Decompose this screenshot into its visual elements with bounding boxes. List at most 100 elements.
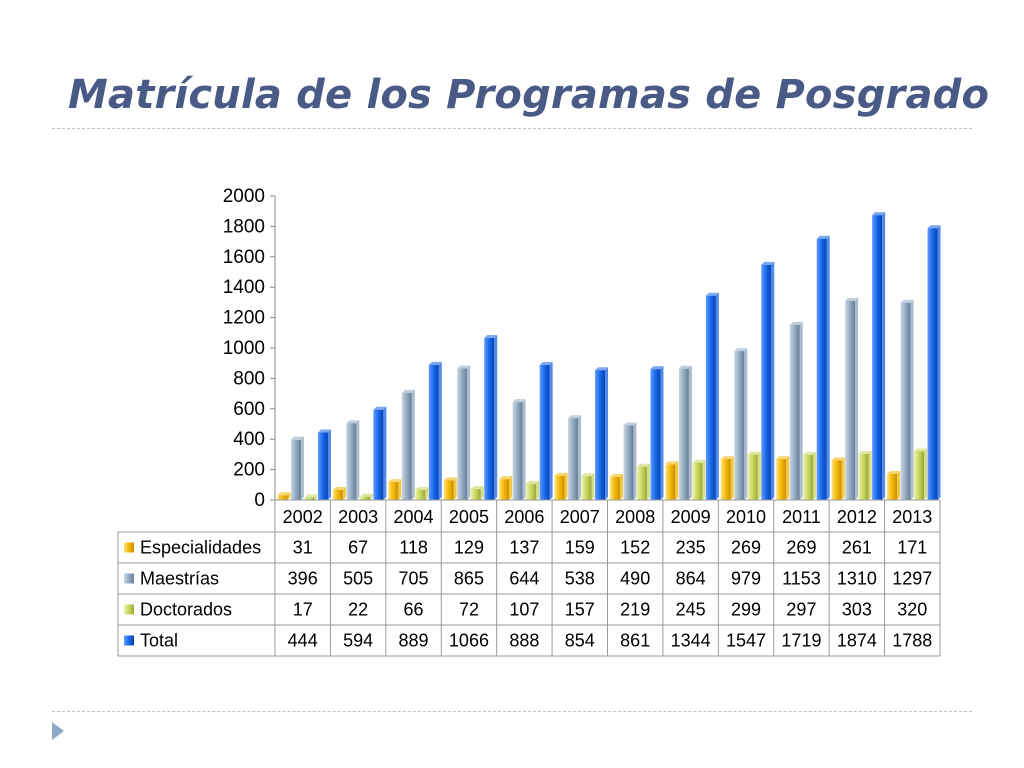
bar-top	[317, 429, 331, 433]
y-axis: 0 200 400 600 800 1000 1200 1400 1600 1800 2000	[223, 186, 276, 511]
bar-front	[499, 479, 510, 500]
bar-side	[327, 429, 331, 500]
bar-front	[332, 489, 343, 500]
data-label: 129	[454, 538, 484, 558]
data-label: 219	[620, 600, 650, 620]
data-table: 2002 2003 2004 2005 2006 2007 2008 2009 2010 2011…	[117, 499, 941, 657]
bar-top	[568, 415, 582, 419]
data-label: 1153	[782, 569, 821, 589]
bar-total-2006	[539, 362, 553, 500]
bar-top	[761, 261, 775, 265]
bar-side	[536, 480, 540, 500]
bar-top	[747, 451, 761, 455]
data-label: 303	[842, 600, 872, 620]
bar-top	[401, 389, 415, 393]
x-tick-label: 2012	[837, 507, 877, 527]
data-label: 22	[348, 600, 368, 620]
bar-side	[356, 420, 360, 500]
bar-top	[927, 225, 941, 229]
data-label: 864	[676, 569, 706, 589]
bar-top	[636, 463, 650, 467]
bar-top	[277, 492, 291, 496]
data-label: 889	[399, 631, 429, 651]
data-label: 171	[897, 538, 927, 558]
bar-top	[554, 472, 568, 476]
bar-especialidades-2006	[499, 476, 513, 500]
bar-front	[900, 302, 911, 500]
data-label: 1297	[892, 569, 932, 589]
y-tick-label: 1800	[223, 216, 265, 237]
bar-top	[914, 448, 928, 452]
data-label: 159	[565, 538, 595, 558]
data-label: 1719	[781, 631, 821, 651]
data-label: 979	[731, 569, 761, 589]
legend-key	[124, 573, 134, 584]
bar-top	[470, 486, 484, 490]
data-label: 157	[565, 600, 595, 620]
bar-total-2010	[761, 261, 775, 500]
bar-front	[290, 439, 301, 500]
bar-side	[605, 367, 609, 500]
bar-top	[512, 399, 526, 403]
data-label: 67	[348, 538, 368, 558]
bar-side	[757, 451, 761, 500]
bar-maestr-as-2012	[845, 297, 859, 500]
bar-front	[373, 409, 384, 500]
x-tick-label: 2007	[560, 507, 600, 527]
data-label: 396	[288, 569, 318, 589]
y-tick-label: 1200	[223, 308, 265, 329]
bar-front	[789, 324, 800, 500]
bar-top	[734, 348, 748, 352]
bar-side	[675, 461, 679, 500]
triangle-right-icon[interactable]	[50, 720, 66, 742]
bar-top	[705, 292, 719, 296]
bar-side	[715, 292, 719, 500]
data-label: 235	[676, 538, 706, 558]
bar-top	[872, 212, 886, 216]
bar-series-group	[277, 212, 941, 501]
bar-maestr-as-2004	[401, 389, 415, 500]
bar-total-2013	[927, 225, 941, 500]
bar-front	[568, 418, 579, 500]
data-label: 1788	[892, 631, 932, 651]
bar-front	[816, 238, 827, 500]
legend-key	[124, 635, 134, 646]
bar-side	[300, 436, 304, 500]
bar-especialidades-2004	[388, 479, 402, 500]
y-tick-label: 400	[233, 429, 265, 450]
bar-front	[609, 476, 620, 500]
enrollment-chart: 0 200 400 600 800 1000 1200 1400 1600 1800 2000 20…	[117, 186, 941, 657]
bar-front	[539, 365, 550, 500]
bar-top	[443, 477, 457, 481]
bar-total-2007	[595, 367, 609, 500]
bar-front	[346, 423, 357, 500]
bar-front	[636, 466, 647, 500]
x-tick-label: 2002	[283, 507, 323, 527]
bar-side	[453, 477, 457, 500]
bar-especialidades-2002	[277, 492, 291, 500]
bar-top	[623, 422, 637, 426]
y-tick-label: 1400	[223, 277, 265, 298]
bar-top	[816, 235, 830, 239]
y-tick-label: 0	[254, 490, 265, 511]
data-label: 594	[343, 631, 373, 651]
bar-front	[415, 489, 426, 500]
bar-front	[595, 370, 606, 500]
bar-side	[287, 492, 291, 500]
legend-key	[124, 542, 134, 553]
bar-side	[702, 459, 706, 500]
bar-side	[411, 389, 415, 500]
data-label: 118	[399, 538, 428, 558]
bar-top	[388, 479, 402, 483]
bar-side	[619, 473, 623, 500]
bar-top	[650, 366, 664, 370]
bar-top	[332, 486, 346, 490]
bar-especialidades-2003	[332, 486, 346, 500]
bar-side	[660, 366, 664, 500]
data-label: 888	[509, 631, 539, 651]
bar-side	[826, 235, 830, 500]
data-label: 31	[293, 538, 313, 558]
bar-doctorados-2003	[359, 493, 373, 500]
bar-side	[924, 448, 928, 500]
bar-front	[484, 337, 495, 500]
